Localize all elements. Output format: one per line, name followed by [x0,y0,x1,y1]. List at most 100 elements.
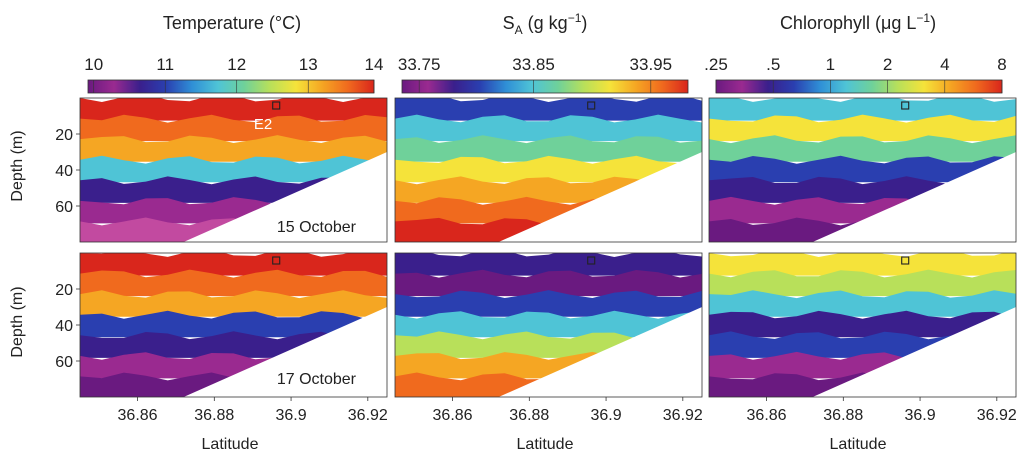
station-marker-salinity-1 [587,256,596,265]
contour-band-temperature-0-3 [80,155,387,183]
xtick-label-temperature-1: 36.88 [194,407,234,424]
seafloor-chlorophyll-0 [812,152,1016,242]
xtick-label-temperature-2: 36.9 [275,407,306,424]
station-label: E2 [254,116,272,133]
contour-band-temperature-1-0 [80,253,387,276]
xtick-label-chlorophyll-0: 36.86 [747,407,787,424]
contour-band-salinity-1-0 [395,253,702,276]
contour-band-temperature-1-3 [80,310,387,338]
colorbar-chlorophyll [715,79,1003,94]
colorbar-ticks: 10 11 12 13 14 33.75 33.85 33.95.25.5 1 2 4 8 [84,55,1007,93]
panel-temperature-row-1: 20 40 60 36.86 36.88 36.9 36.92 [55,252,388,424]
seafloor-salinity-0 [498,152,702,242]
contour-band-salinity-0-1 [395,114,702,142]
xlabel-salinity: Latitude [517,436,574,453]
title-salinity: SA (g kg−1) [503,11,588,37]
xtick-label-salinity-2: 36.9 [590,407,621,424]
xtick-label-salinity-0: 36.86 [433,407,473,424]
ylabel-top: Depth (m) [9,130,26,201]
contour-band-chlorophyll-1-3 [709,310,1016,338]
seafloor-temperature-1 [183,307,387,397]
contour-band-temperature-0-2 [80,135,387,162]
title-salinity-close: ) [581,13,587,33]
seafloor-temperature-0 [183,152,387,242]
panel-frame-salinity-0 [394,97,703,243]
contour-band-chlorophyll-1-1 [709,269,1016,297]
xlabel-temperature: Latitude [202,436,259,453]
colorbar-tick-chlorophyll-3: 2 [883,55,892,74]
panel-frame-salinity-1 [394,252,703,398]
ytick-label-1-2: 60 [55,354,73,371]
contour-band-temperature-0-0 [80,98,387,121]
colorbar-tick-chlorophyll-2: 1 [826,55,835,74]
contour-band-temperature-1-1 [80,269,387,297]
contour-band-chlorophyll-0-2 [709,135,1016,162]
title-chlorophyll-close: ) [930,13,936,33]
colorbar-tick-salinity-2: 33.95 [630,55,673,74]
panel-temperature-row-0: 20 40 60 [55,97,388,243]
panel-salinity-row-1: 36.86 36.88 36.9 36.92 [394,252,703,424]
xtick-label-chlorophyll-3: 36.92 [977,407,1017,424]
contour-band-chlorophyll-1-2 [709,290,1016,317]
contour-band-temperature-1-2 [80,290,387,317]
contour-band-chlorophyll-1-0 [709,253,1016,276]
title-chlorophyll-exp: −1 [916,11,930,25]
station-marker-chlorophyll-1 [901,256,910,265]
contour-band-salinity-0-2 [395,135,702,162]
title-salinity-exp: −1 [568,11,582,25]
ylabel-bottom: Depth (m) [9,286,26,357]
panel-chlorophyll-row-0 [708,97,1017,243]
ytick-label-1-0: 20 [55,282,73,299]
contour-band-chlorophyll-0-3 [709,155,1016,183]
contour-band-salinity-1-2 [395,290,702,317]
panel-chlorophyll-row-1: 36.86 36.88 36.9 36.92 [708,252,1017,424]
ytick-label-0-1: 40 [55,163,73,180]
colorbar-tick-chlorophyll-5: 8 [997,55,1006,74]
contour-band-chlorophyll-0-1 [709,114,1016,142]
colorbar-temperature [87,79,375,94]
xtick-label-chlorophyll-1: 36.88 [823,407,863,424]
panel-frame-chlorophyll-1 [708,252,1017,398]
ytick-label-1-1: 40 [55,318,73,335]
colorbar-tick-salinity-0: 33.75 [398,55,441,74]
colorbar-salinity [401,79,689,94]
title-chlorophyll-main: Chlorophyll (μg L [780,13,916,33]
contour-band-salinity-1-3 [395,310,702,338]
date-label-17: 17 October [277,371,357,388]
station-marker-chlorophyll-0 [901,101,910,110]
station-marker-temperature-0 [272,101,281,110]
seafloor-salinity-1 [498,307,702,397]
ytick-label-0-2: 60 [55,199,73,216]
title-temperature: Temperature (°C) [163,13,301,33]
xtick-label-salinity-3: 36.92 [663,407,703,424]
xlabel-chlorophyll: Latitude [830,436,887,453]
xtick-label-temperature-3: 36.92 [348,407,388,424]
contour-band-salinity-0-3 [395,155,702,183]
contour-band-chlorophyll-0-0 [709,98,1016,121]
colorbar-tick-temperature-4: 14 [365,55,384,74]
contour-band-salinity-1-1 [395,269,702,297]
ytick-label-0-0: 20 [55,127,73,144]
contour-band-temperature-0-1 [80,114,387,142]
xtick-label-salinity-1: 36.88 [509,407,549,424]
colorbar-tick-chlorophyll-4: 4 [940,55,949,74]
colorbar-tick-salinity-1: 33.85 [512,55,555,74]
colorbar-tick-temperature-2: 12 [227,55,246,74]
colorbar-tick-temperature-1: 11 [156,55,174,74]
colorbar-tick-chlorophyll-1: .5 [766,55,780,74]
xtick-label-temperature-0: 36.86 [118,407,158,424]
colorbar-tick-temperature-0: 10 [84,55,103,74]
station-marker-temperature-1 [272,256,281,265]
seafloor-chlorophyll-1 [812,307,1016,397]
date-label-15: 15 October [277,219,357,236]
title-salinity-main: S [503,13,515,33]
contour-band-salinity-0-0 [395,98,702,121]
title-salinity-unit: (g kg [523,13,568,33]
title-salinity-sub: A [515,23,523,37]
panel-salinity-row-0 [394,97,703,243]
xtick-label-chlorophyll-2: 36.9 [904,407,935,424]
title-chlorophyll: Chlorophyll (μg L−1) [780,11,936,33]
panel-frame-chlorophyll-0 [708,97,1017,243]
